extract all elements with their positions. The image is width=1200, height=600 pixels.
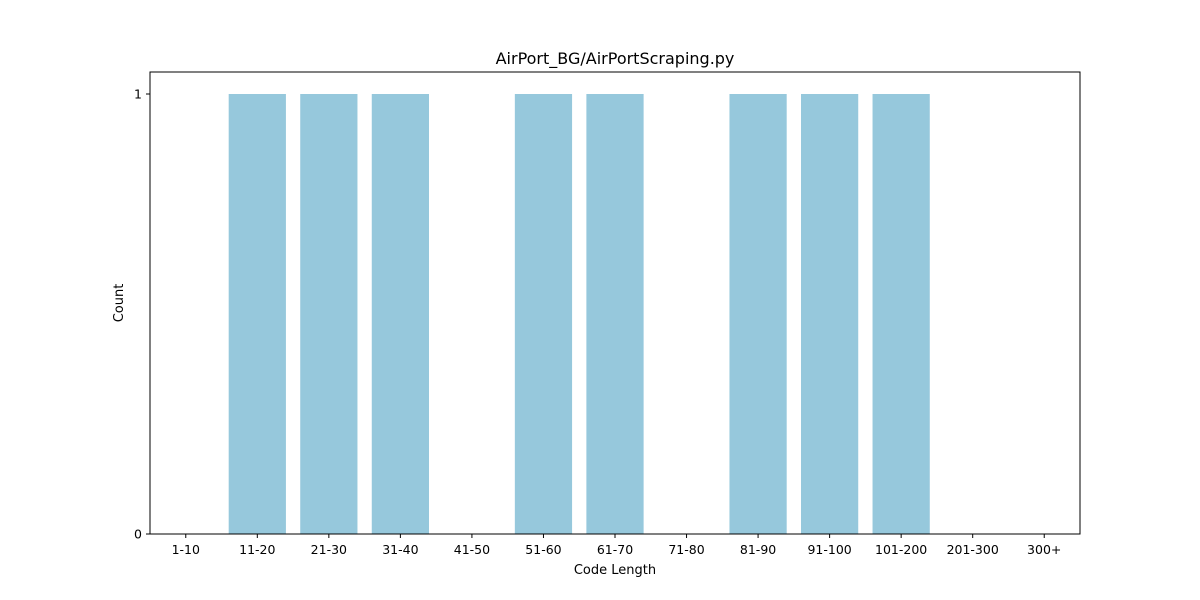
bar-31-40 — [371, 94, 429, 534]
chart-title: AirPort_BG/AirPortScraping.py — [496, 49, 735, 69]
x-tick-label: 201-300 — [947, 542, 999, 557]
y-tick-label: 1 — [134, 87, 142, 102]
bar-11-20 — [228, 94, 286, 534]
x-tick-label: 21-30 — [311, 542, 347, 557]
x-tick-label: 31-40 — [382, 542, 418, 557]
x-tick-label: 41-50 — [454, 542, 490, 557]
bar-101-200 — [872, 94, 930, 534]
x-tick-label: 101-200 — [875, 542, 927, 557]
x-axis-label: Code Length — [574, 563, 656, 578]
y-axis-label: Count — [112, 284, 127, 323]
x-axis: 1-10 11-20 21-30 31-40 41-50 51-60 61-70 71-80 8… — [172, 534, 1061, 557]
y-axis: 01 — [134, 87, 150, 542]
x-tick-label: 71-80 — [668, 542, 704, 557]
x-tick-label: 1-10 — [172, 542, 200, 557]
bar-61-70 — [586, 94, 644, 534]
x-tick-label: 51-60 — [525, 542, 561, 557]
x-tick-label: 81-90 — [740, 542, 776, 557]
x-tick-label: 11-20 — [239, 542, 275, 557]
bar-21-30 — [300, 94, 358, 534]
bars-group — [228, 94, 930, 534]
y-tick-label: 0 — [134, 527, 142, 542]
x-tick-label: 91-100 — [807, 542, 851, 557]
bar-51-60 — [514, 94, 573, 534]
x-tick-label: 61-70 — [597, 542, 633, 557]
bar-91-100 — [801, 94, 859, 534]
x-tick-label: 300+ — [1027, 542, 1061, 557]
bar-81-90 — [729, 94, 787, 534]
